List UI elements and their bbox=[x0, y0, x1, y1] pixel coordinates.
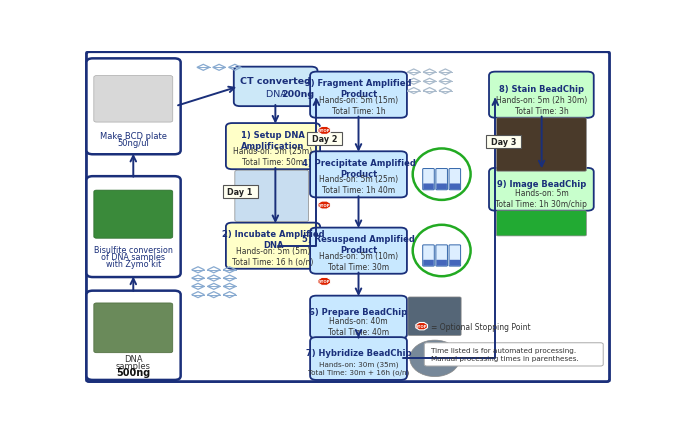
Text: 5) Resuspend Amplified
Product: 5) Resuspend Amplified Product bbox=[302, 235, 415, 255]
FancyBboxPatch shape bbox=[423, 169, 435, 190]
FancyBboxPatch shape bbox=[310, 338, 407, 380]
FancyBboxPatch shape bbox=[423, 260, 434, 266]
FancyBboxPatch shape bbox=[437, 184, 447, 190]
FancyBboxPatch shape bbox=[496, 211, 587, 237]
Text: STOP: STOP bbox=[318, 129, 330, 133]
FancyBboxPatch shape bbox=[86, 291, 181, 380]
Text: Bisulfite conversion: Bisulfite conversion bbox=[94, 246, 172, 255]
FancyBboxPatch shape bbox=[226, 223, 320, 269]
Text: of DNA samples: of DNA samples bbox=[101, 252, 165, 261]
Text: 1) Setup DNA
Amplification: 1) Setup DNA Amplification bbox=[241, 130, 305, 150]
Text: Hands-on: 5m (10m)
Total Time: 30m: Hands-on: 5m (10m) Total Time: 30m bbox=[319, 251, 398, 271]
Ellipse shape bbox=[410, 340, 460, 377]
Text: with Zymo kit: with Zymo kit bbox=[106, 259, 161, 268]
FancyBboxPatch shape bbox=[486, 136, 521, 149]
FancyBboxPatch shape bbox=[489, 169, 593, 211]
Text: = Optional Stopping Point: = Optional Stopping Point bbox=[430, 322, 530, 331]
FancyBboxPatch shape bbox=[449, 245, 460, 267]
Text: 3) Fragment Amplified
Product: 3) Fragment Amplified Product bbox=[306, 79, 411, 99]
Text: 2) Incubate Amplified
DNA: 2) Incubate Amplified DNA bbox=[221, 230, 325, 250]
Text: STOP: STOP bbox=[318, 280, 330, 284]
FancyBboxPatch shape bbox=[437, 260, 447, 266]
Text: Hands-on: 5m (25m)
Total Time: 50m: Hands-on: 5m (25m) Total Time: 50m bbox=[234, 147, 312, 167]
Text: STOP: STOP bbox=[416, 324, 428, 329]
Text: 8) Stain BeadChip: 8) Stain BeadChip bbox=[499, 85, 584, 93]
FancyBboxPatch shape bbox=[235, 171, 308, 222]
Text: DNA: DNA bbox=[124, 354, 143, 363]
Text: Day 1: Day 1 bbox=[227, 187, 253, 197]
Polygon shape bbox=[318, 127, 331, 135]
Polygon shape bbox=[416, 323, 428, 330]
FancyBboxPatch shape bbox=[310, 152, 407, 198]
FancyBboxPatch shape bbox=[234, 68, 318, 107]
Text: 500ng: 500ng bbox=[116, 367, 151, 377]
FancyBboxPatch shape bbox=[308, 132, 342, 146]
Text: Time listed is for automated processing.: Time listed is for automated processing. bbox=[431, 347, 576, 353]
FancyBboxPatch shape bbox=[489, 73, 593, 119]
Text: samples: samples bbox=[116, 361, 151, 370]
Text: Day 3: Day 3 bbox=[490, 138, 516, 147]
FancyBboxPatch shape bbox=[423, 184, 434, 190]
FancyBboxPatch shape bbox=[449, 184, 460, 190]
Text: Day 2: Day 2 bbox=[312, 135, 337, 144]
FancyBboxPatch shape bbox=[94, 190, 172, 239]
FancyBboxPatch shape bbox=[449, 169, 460, 190]
FancyBboxPatch shape bbox=[94, 303, 172, 353]
FancyBboxPatch shape bbox=[436, 245, 447, 267]
FancyBboxPatch shape bbox=[86, 52, 610, 382]
Text: 9) Image BeadChip: 9) Image BeadChip bbox=[497, 179, 586, 188]
Text: Hands-on: 30m (35m)
Total Time: 30m + 16h (o/n): Hands-on: 30m (35m) Total Time: 30m + 16… bbox=[308, 360, 409, 375]
FancyBboxPatch shape bbox=[223, 185, 258, 199]
FancyBboxPatch shape bbox=[86, 177, 181, 277]
FancyBboxPatch shape bbox=[310, 228, 407, 274]
Text: 4) Precipitate Amplified
Product: 4) Precipitate Amplified Product bbox=[301, 158, 416, 178]
Text: 50ng/ul: 50ng/ul bbox=[117, 139, 149, 148]
Text: Make BCD plate: Make BCD plate bbox=[100, 132, 167, 141]
Ellipse shape bbox=[413, 225, 471, 276]
Text: 6) Prepare BeadChip: 6) Prepare BeadChip bbox=[310, 307, 407, 316]
Text: Hands-on: 5m (15m)
Total Time: 1h: Hands-on: 5m (15m) Total Time: 1h bbox=[319, 95, 398, 115]
FancyBboxPatch shape bbox=[226, 124, 320, 170]
FancyBboxPatch shape bbox=[424, 343, 603, 366]
FancyBboxPatch shape bbox=[436, 169, 447, 190]
Ellipse shape bbox=[413, 149, 471, 200]
Text: Manual processing times in parentheses.: Manual processing times in parentheses. bbox=[431, 355, 579, 361]
Text: Hands-on: 40m
Total Time: 40m: Hands-on: 40m Total Time: 40m bbox=[328, 316, 389, 336]
Text: CT converted: CT converted bbox=[240, 77, 311, 86]
Text: DNA: DNA bbox=[266, 89, 290, 98]
Text: 7) Hybridize BeadChip: 7) Hybridize BeadChip bbox=[306, 348, 411, 357]
Polygon shape bbox=[318, 202, 331, 209]
FancyBboxPatch shape bbox=[310, 296, 407, 339]
FancyBboxPatch shape bbox=[86, 59, 181, 155]
FancyBboxPatch shape bbox=[310, 73, 407, 119]
FancyBboxPatch shape bbox=[408, 297, 461, 336]
FancyBboxPatch shape bbox=[94, 77, 172, 123]
FancyBboxPatch shape bbox=[496, 119, 587, 172]
Text: Hands-on: 5m
Total Time: 1h 30m/chip: Hands-on: 5m Total Time: 1h 30m/chip bbox=[496, 189, 587, 209]
Text: STOP: STOP bbox=[318, 203, 330, 208]
Polygon shape bbox=[318, 278, 331, 286]
Text: Hands-on: 5m (25m)
Total Time: 1h 40m: Hands-on: 5m (25m) Total Time: 1h 40m bbox=[319, 175, 398, 195]
Text: Hands-on: 5m (5m)
Total Time: 16 h (o/n): Hands-on: 5m (5m) Total Time: 16 h (o/n) bbox=[232, 246, 314, 266]
FancyBboxPatch shape bbox=[423, 245, 435, 267]
Text: 200ng: 200ng bbox=[281, 89, 314, 98]
Text: Hands-on: 5m (2h 30m)
Total Time: 3h: Hands-on: 5m (2h 30m) Total Time: 3h bbox=[496, 95, 587, 115]
FancyBboxPatch shape bbox=[449, 260, 460, 266]
